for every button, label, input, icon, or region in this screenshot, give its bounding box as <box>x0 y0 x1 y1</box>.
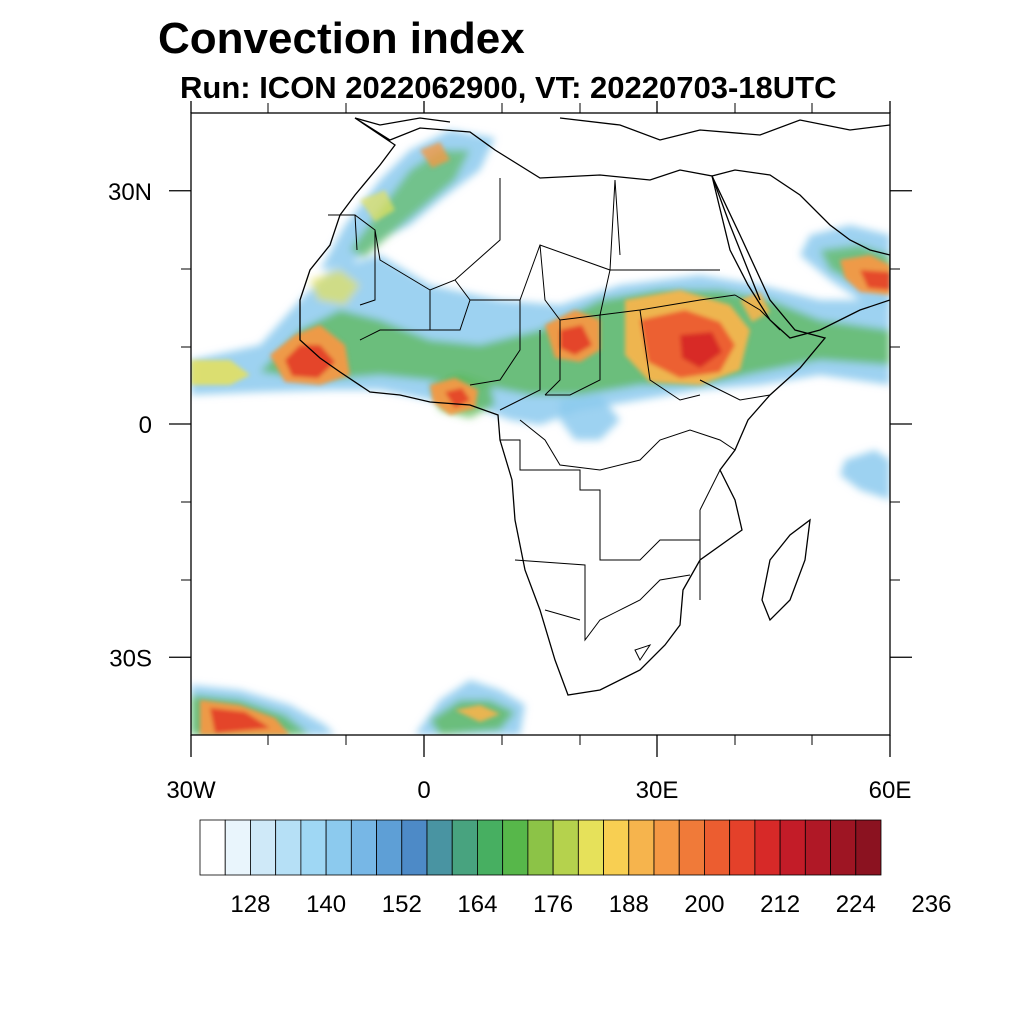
convection-band-east-south <box>840 450 890 500</box>
colorbar-swatch <box>729 819 756 876</box>
colorbar-swatch <box>250 819 277 876</box>
chart-title: Convection index <box>158 14 525 63</box>
colorbar-swatch <box>325 819 352 876</box>
colorbar-label: 140 <box>306 891 346 918</box>
colorbar-label: 164 <box>457 891 497 918</box>
colorbar-swatch <box>350 819 377 876</box>
convection-field <box>191 130 890 735</box>
coastlines <box>299 117 890 696</box>
colorbar-swatch <box>577 819 604 876</box>
colorbar-label: 188 <box>609 891 649 918</box>
colorbar-label: 176 <box>533 891 573 918</box>
colorbar-swatch <box>477 819 504 876</box>
colorbar-swatch <box>603 819 630 876</box>
colorbar-swatch <box>426 819 453 876</box>
colorbar-swatch <box>199 819 226 876</box>
colorbar-label: 212 <box>760 891 800 918</box>
colorbar-swatch <box>376 819 403 876</box>
madagascar <box>761 518 811 622</box>
arabian-peninsula <box>711 169 890 339</box>
lat-tick-label: 0 <box>139 412 152 439</box>
axis-labels: 30W 0 30E 60E 30N 0 30S <box>108 179 911 804</box>
colorbar-swatch <box>653 819 680 876</box>
colorbar-label: 224 <box>836 891 876 918</box>
colorbar-swatch <box>830 819 857 876</box>
colorbar-swatch <box>704 819 731 876</box>
lon-tick-label: 30W <box>166 777 216 804</box>
red-sea-west <box>711 175 761 301</box>
colorbar-swatch <box>502 819 529 876</box>
major-ticks <box>169 101 912 757</box>
lon-tick-label: 30E <box>636 777 679 804</box>
colorbar-swatch <box>628 819 655 876</box>
colorbar-swatch <box>779 819 806 876</box>
africa-coastline <box>299 117 827 696</box>
colorbar-swatch <box>224 819 251 876</box>
mediterranean-north <box>354 117 890 141</box>
lon-tick-label: 60E <box>869 777 912 804</box>
colorbar-label: 152 <box>382 891 422 918</box>
colorbar-swatch <box>451 819 478 876</box>
chart-subtitle: Run: ICON 2022062900, VT: 20220703-18UTC <box>180 70 837 105</box>
colorbar-swatch <box>855 819 882 876</box>
colorbar-swatch <box>804 819 831 876</box>
colorbar-label: 236 <box>911 891 951 918</box>
colorbar-swatch <box>678 819 705 876</box>
colorbar <box>199 819 882 876</box>
colorbar-labels: 128 140 152 164 176 188 200 212 224 236 <box>230 891 951 918</box>
colorbar-swatch <box>300 819 327 876</box>
lat-tick-label: 30S <box>109 645 152 672</box>
colorbar-swatch <box>275 819 302 876</box>
colorbar-swatch <box>552 819 579 876</box>
lat-tick-label: 30N <box>108 179 152 206</box>
colorbar-label: 128 <box>230 891 270 918</box>
minor-ticks <box>181 103 900 745</box>
colorbar-swatch <box>527 819 554 876</box>
colorbar-swatch <box>401 819 428 876</box>
colorbar-label: 200 <box>684 891 724 918</box>
lon-tick-label: 0 <box>417 777 430 804</box>
colorbar-swatch <box>754 819 781 876</box>
borders <box>328 178 781 661</box>
